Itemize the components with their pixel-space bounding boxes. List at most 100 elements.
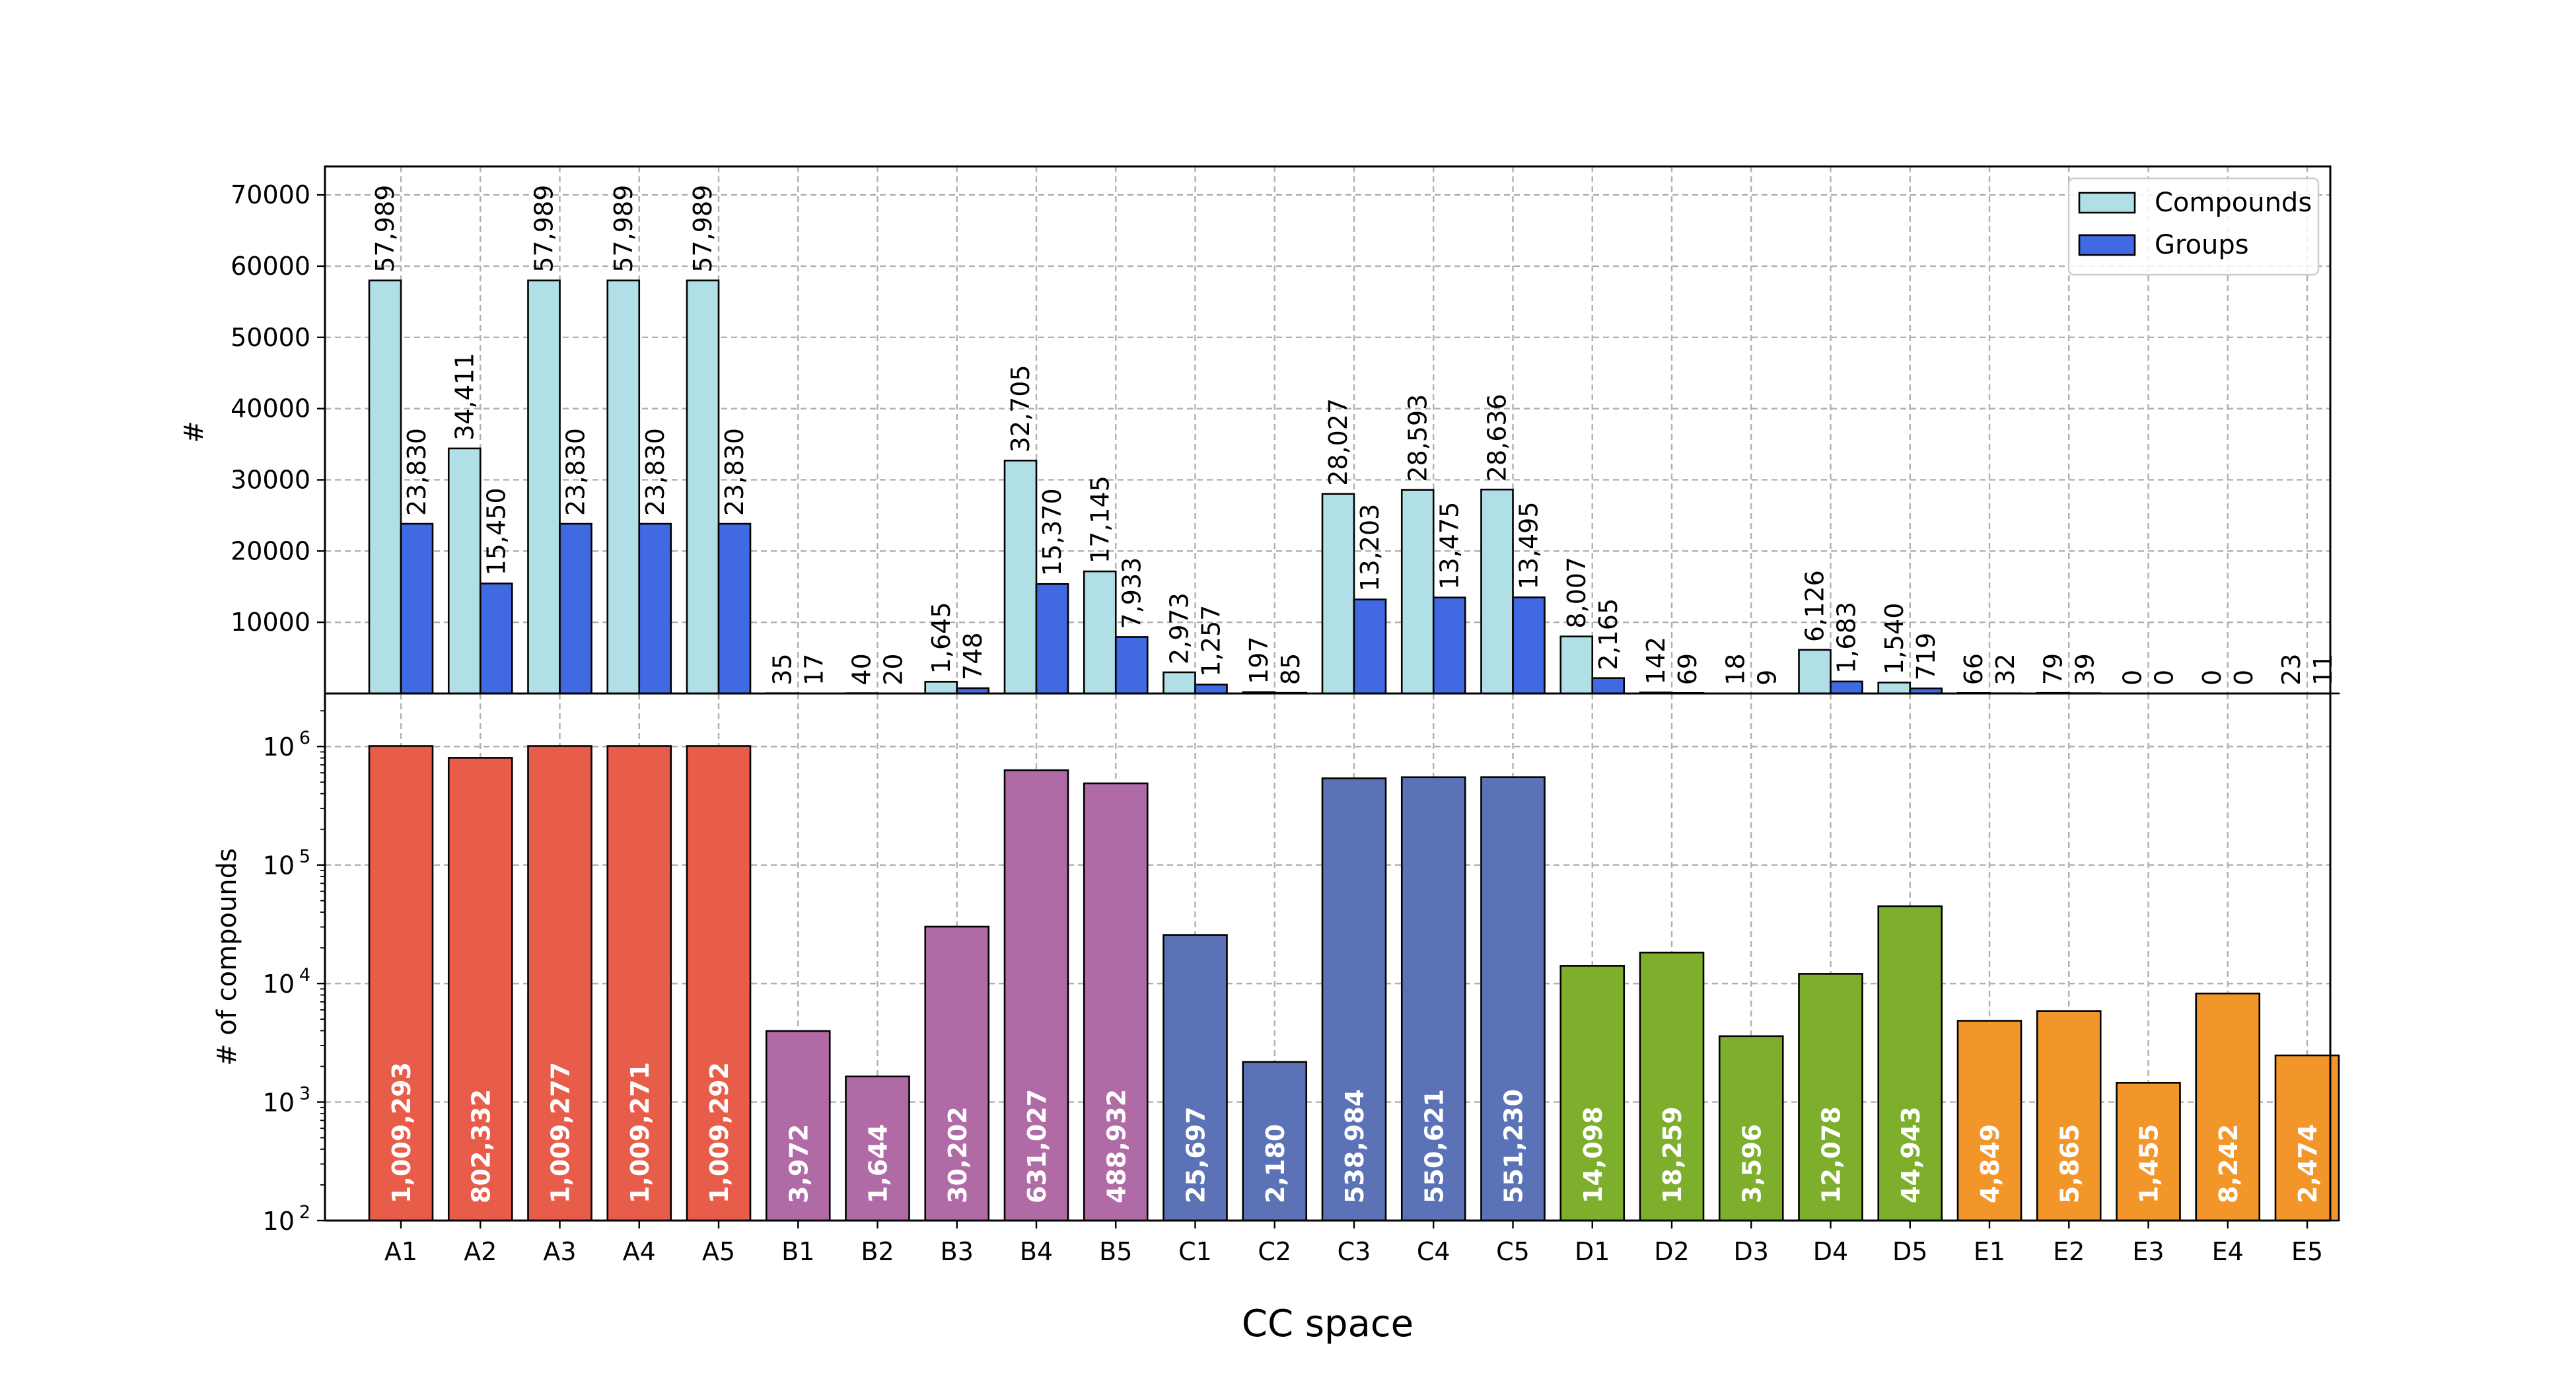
- compounds-data-label: 18: [1721, 653, 1750, 685]
- groups-bar: [638, 522, 672, 695]
- groups-bar: [717, 522, 752, 695]
- compounds-log-bar: [1321, 777, 1387, 1222]
- groups-data-label: 0: [2229, 670, 2258, 686]
- groups-data-label: 13,203: [1355, 504, 1384, 592]
- compounds-data-label: 23: [2277, 653, 2306, 685]
- groups-data-label: 15,370: [1038, 488, 1067, 576]
- compounds-bar: [924, 680, 958, 695]
- compounds-data-label: 28,027: [1324, 398, 1353, 486]
- bar-value-label: 5,865: [2055, 1124, 2084, 1203]
- bar-value-label: 1,644: [864, 1124, 893, 1203]
- compounds-data-label: 57,989: [609, 185, 638, 273]
- xtick-label: C5: [1496, 1237, 1530, 1266]
- xtick-label: E1: [1974, 1237, 2005, 1266]
- bar-value-label: 488,932: [1102, 1089, 1131, 1203]
- bottom-axes-frame: [324, 692, 2332, 1222]
- compounds-bar: [368, 279, 402, 695]
- legend-label-groups: Groups: [2155, 230, 2249, 260]
- compounds-data-label: 197: [1244, 636, 1273, 684]
- compounds-data-label: 6,126: [1801, 570, 1830, 642]
- bottom-ytick-label-exponent: 2: [299, 1202, 310, 1223]
- xtick-label: D5: [1892, 1237, 1927, 1266]
- compounds-log-bar: [765, 1030, 831, 1222]
- bar-value-label: 12,078: [1817, 1106, 1846, 1203]
- compounds-data-label: 32,705: [1006, 365, 1035, 452]
- groups-data-label: 9: [1752, 670, 1781, 686]
- groups-bar: [1353, 598, 1387, 695]
- top-panel: 57,989 23,830 34,411 15,450 57,989 23,830 57,9…: [179, 165, 2340, 695]
- xtick-label: B2: [861, 1237, 894, 1266]
- top-ytick-label: 10000: [231, 608, 310, 637]
- xtick-label: B3: [941, 1237, 974, 1266]
- top-ytick-label: 20000: [231, 536, 310, 565]
- compounds-data-label: 0: [2118, 670, 2147, 686]
- bottom-ytick-label-base: 10: [263, 1207, 295, 1236]
- bottom-panel: 1,009,293 802,332 1,009,277 1,009,271 1,009,…: [212, 692, 2340, 1345]
- bar-value-label: 1,455: [2135, 1124, 2164, 1203]
- groups-bar: [1432, 596, 1466, 695]
- compounds-bar: [1163, 671, 1196, 695]
- compounds-data-label: 57,989: [530, 185, 559, 273]
- legend: Compounds Groups: [2067, 177, 2320, 276]
- groups-data-label: 11: [2308, 654, 2338, 686]
- compounds-data-label: 34,411: [450, 353, 479, 441]
- compounds-bar: [1559, 635, 1594, 695]
- compounds-log-bar: [1956, 1020, 2022, 1222]
- bottom-ytick-label-base: 10: [263, 970, 295, 999]
- groups-data-label: 23,830: [641, 428, 670, 516]
- groups-data-label: 0: [2150, 670, 2179, 686]
- compounds-data-label: 57,989: [371, 185, 400, 273]
- compounds-data-label: 40: [847, 653, 877, 685]
- compounds-log-bar: [1718, 1035, 1784, 1222]
- groups-bar: [1114, 636, 1149, 695]
- legend-swatch-compounds: [2078, 192, 2136, 214]
- bar-value-label: 25,697: [1182, 1106, 1211, 1203]
- compounds-bar: [447, 447, 482, 695]
- groups-data-label: 7,933: [1117, 557, 1146, 629]
- bar-value-label: 3,596: [1737, 1124, 1766, 1203]
- compounds-bar: [606, 279, 641, 695]
- groups-bar: [1035, 583, 1069, 695]
- compounds-log-bar: [606, 745, 672, 1222]
- bar-value-label: 3,972: [784, 1124, 813, 1203]
- compounds-log-bar: [1083, 782, 1149, 1222]
- bar-value-label: 550,621: [1419, 1089, 1449, 1203]
- bar-value-label: 4,849: [1976, 1124, 2005, 1203]
- groups-bar: [479, 583, 513, 695]
- xtick-label: E4: [2212, 1237, 2244, 1266]
- groups-data-label: 15,450: [482, 487, 511, 575]
- compounds-bar: [1003, 460, 1038, 695]
- compounds-data-label: 1,540: [1880, 603, 1909, 675]
- x-axis-label: CC space: [1242, 1302, 1413, 1345]
- compounds-log-bar: [686, 745, 752, 1222]
- xtick-label: E3: [2132, 1237, 2164, 1266]
- compounds-data-label: 57,989: [688, 185, 717, 273]
- groups-data-label: 2,165: [1594, 598, 1623, 670]
- bar-value-label: 8,242: [2214, 1124, 2243, 1203]
- bar-value-label: 1,009,271: [626, 1062, 655, 1203]
- xtick-label: D1: [1575, 1237, 1610, 1266]
- xtick-label: A3: [543, 1237, 576, 1266]
- groups-data-label: 23,830: [402, 428, 431, 516]
- compounds-bar: [1877, 682, 1912, 695]
- groups-data-label: 1,257: [1197, 605, 1226, 677]
- bar-value-label: 1,009,292: [705, 1062, 734, 1203]
- xtick-label: D3: [1734, 1237, 1769, 1266]
- compounds-log-bar: [1798, 973, 1863, 1222]
- groups-data-label: 17: [799, 653, 828, 685]
- compounds-log-bar: [1877, 905, 1943, 1222]
- groups-bar: [1830, 680, 1863, 695]
- xtick-label: B1: [781, 1237, 814, 1266]
- bar-value-label: 551,230: [1499, 1089, 1528, 1203]
- compounds-data-label: 28,636: [1483, 394, 1512, 481]
- bar-value-label: 631,027: [1022, 1089, 1052, 1203]
- groups-data-label: 69: [1673, 653, 1702, 685]
- compounds-log-bar: [924, 925, 990, 1222]
- compounds-data-label: 142: [1641, 637, 1670, 685]
- legend-swatch-groups: [2078, 234, 2136, 256]
- groups-data-label: 39: [2070, 653, 2099, 685]
- bar-value-label: 1,009,293: [387, 1062, 416, 1203]
- compounds-log-bar: [1003, 769, 1069, 1222]
- compounds-log-bar: [2195, 992, 2261, 1222]
